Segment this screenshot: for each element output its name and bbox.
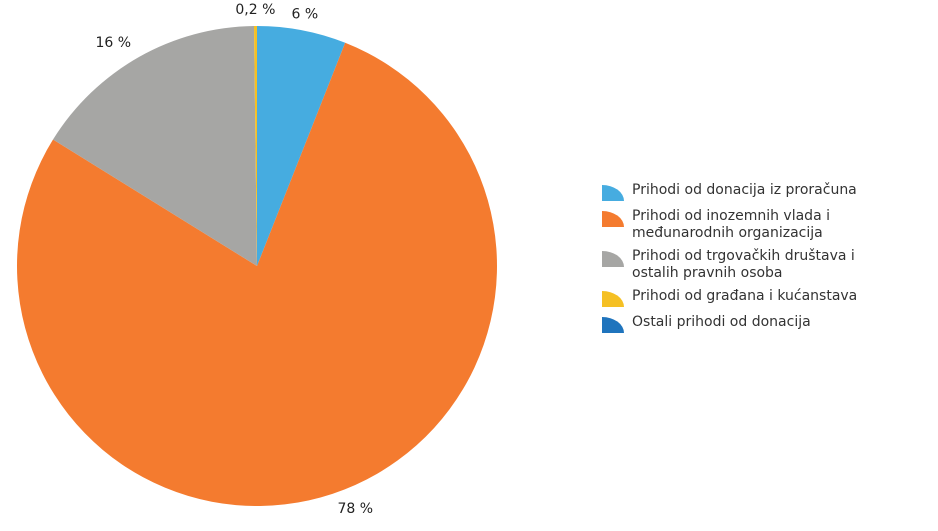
legend-label: Prihodi od donacija iz proračuna (632, 182, 857, 198)
legend-swatch (602, 291, 624, 307)
data-label: 0,2 % (235, 2, 275, 18)
legend-item: Prihodi od trgovačkih društava i ostalih… (600, 248, 930, 282)
legend-icon (602, 251, 624, 267)
legend-item: Prihodi od donacija iz proračuna (600, 182, 930, 202)
legend-swatch (602, 251, 624, 267)
pie-slice (253, 26, 257, 266)
legend-swatch (602, 211, 624, 227)
legend-label: Prihodi od građana i kućanstava (632, 288, 858, 304)
legend-label: Prihodi od inozemnih vlada i međunarodni… (632, 208, 830, 241)
data-label: 16 % (96, 35, 132, 51)
legend-label: Prihodi od trgovačkih društava i ostalih… (632, 248, 855, 281)
legend-icon (602, 291, 624, 307)
pie-slice (53, 26, 257, 266)
legend-item: Prihodi od građana i kućanstava (600, 288, 930, 308)
legend-icon (602, 185, 624, 201)
legend-item: Prihodi od inozemnih vlada i međunarodni… (600, 208, 930, 242)
legend-swatch (602, 185, 624, 201)
data-label: 6 % (292, 7, 319, 23)
legend-swatch (602, 317, 624, 333)
legend-icon (602, 211, 624, 227)
legend: Prihodi od donacija iz proračuna Prihodi … (600, 182, 930, 340)
legend-item: Ostali prihodi od donacija (600, 314, 930, 334)
pie-slice (17, 42, 498, 506)
pie-area: 6 % 78 % 16 % 0,2 % (17, 2, 498, 517)
data-label: 78 % (337, 501, 373, 517)
pie-slice (257, 26, 346, 266)
legend-label: Ostali prihodi od donacija (632, 314, 811, 330)
legend-icon (602, 317, 624, 333)
